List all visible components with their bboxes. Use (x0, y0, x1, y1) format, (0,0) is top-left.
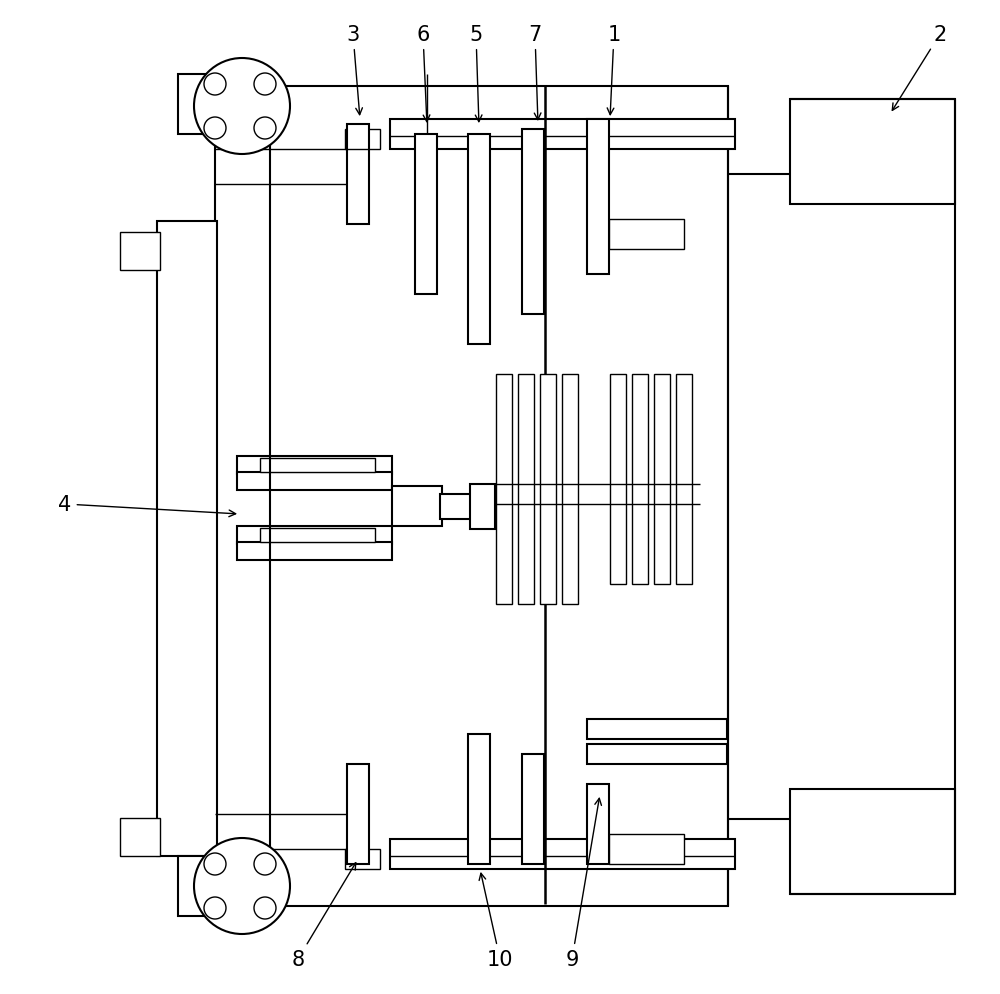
Bar (470, 484, 495, 530)
Bar (540, 375, 556, 604)
Bar (610, 375, 626, 584)
Bar (562, 375, 578, 604)
Text: 5: 5 (469, 25, 483, 122)
Bar (468, 135, 490, 345)
Bar (496, 375, 512, 604)
Bar (347, 125, 369, 225)
Bar (260, 458, 375, 472)
Bar (518, 375, 534, 604)
Circle shape (254, 118, 276, 140)
Bar (390, 839, 735, 869)
Text: 7: 7 (528, 25, 542, 120)
Circle shape (194, 838, 290, 934)
Bar (609, 834, 684, 864)
Circle shape (254, 898, 276, 919)
Bar (390, 120, 735, 150)
Text: 3: 3 (346, 25, 362, 115)
Bar (237, 543, 392, 561)
Bar (609, 220, 684, 249)
Bar (654, 375, 670, 584)
Circle shape (204, 118, 226, 140)
Bar (237, 456, 392, 474)
Bar (522, 754, 544, 864)
Text: 6: 6 (416, 25, 430, 122)
Bar (120, 233, 160, 270)
Bar (237, 472, 392, 490)
Circle shape (194, 59, 290, 155)
Text: 4: 4 (58, 494, 236, 517)
Bar (260, 529, 375, 543)
Bar (790, 789, 955, 894)
Circle shape (204, 74, 226, 95)
Bar (632, 375, 648, 584)
Bar (587, 720, 727, 740)
Bar (676, 375, 692, 584)
Bar (392, 486, 442, 527)
Bar (215, 86, 728, 907)
Bar (345, 849, 380, 869)
Bar (587, 784, 609, 864)
Bar (587, 120, 609, 274)
Bar (237, 527, 392, 545)
Bar (587, 745, 727, 764)
Bar (790, 100, 955, 205)
Bar (120, 818, 160, 856)
Circle shape (254, 853, 276, 875)
Bar (522, 130, 544, 315)
Bar (178, 75, 216, 135)
Text: 2: 2 (892, 25, 947, 111)
Text: 8: 8 (291, 863, 356, 969)
Text: 9: 9 (565, 798, 601, 969)
Circle shape (254, 74, 276, 95)
Bar (178, 856, 216, 916)
Bar (347, 764, 369, 864)
Bar (468, 735, 490, 864)
Bar (440, 494, 472, 520)
Circle shape (204, 898, 226, 919)
Text: 10: 10 (479, 874, 513, 969)
Circle shape (204, 853, 226, 875)
Bar (345, 130, 380, 150)
Text: 1: 1 (607, 25, 621, 115)
Bar (415, 135, 437, 294)
Bar (157, 222, 217, 856)
